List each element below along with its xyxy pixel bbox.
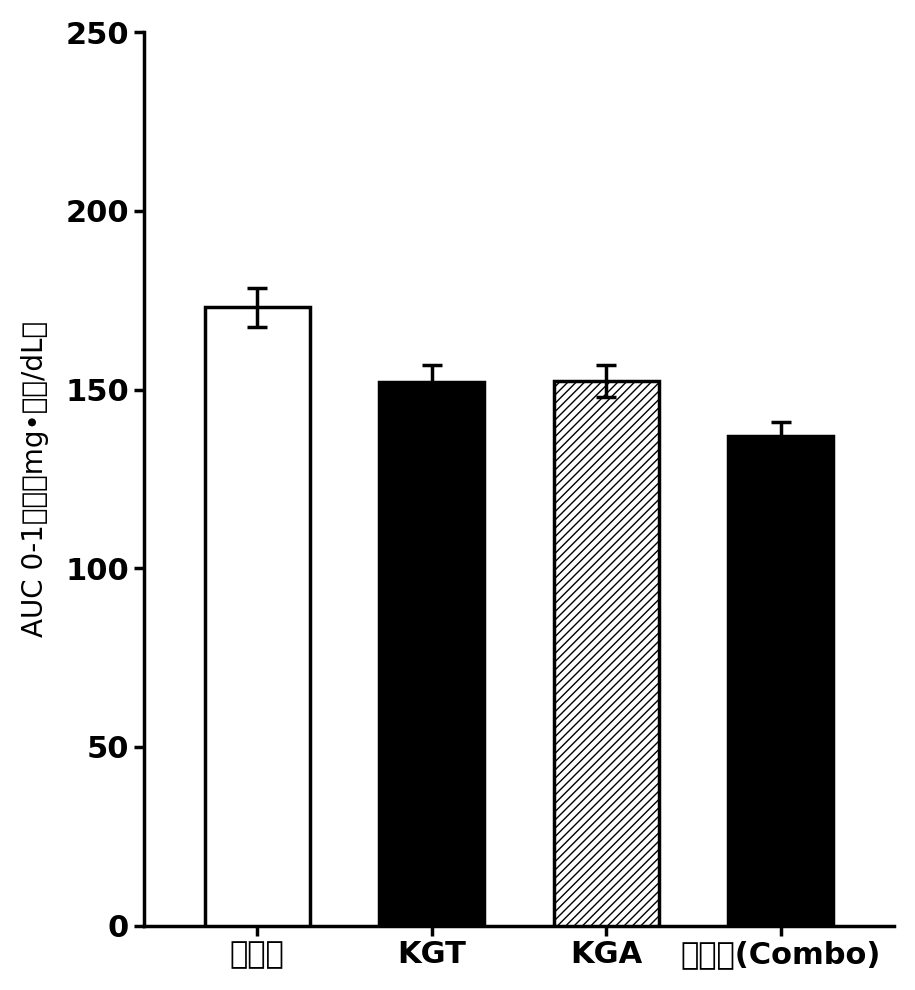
Bar bbox=[380, 382, 484, 926]
Bar bbox=[205, 308, 309, 926]
Bar bbox=[728, 436, 833, 926]
Y-axis label: AUC 0-1小时（mg•小时/dL）: AUC 0-1小时（mg•小时/dL） bbox=[21, 321, 48, 637]
Bar bbox=[554, 381, 659, 926]
